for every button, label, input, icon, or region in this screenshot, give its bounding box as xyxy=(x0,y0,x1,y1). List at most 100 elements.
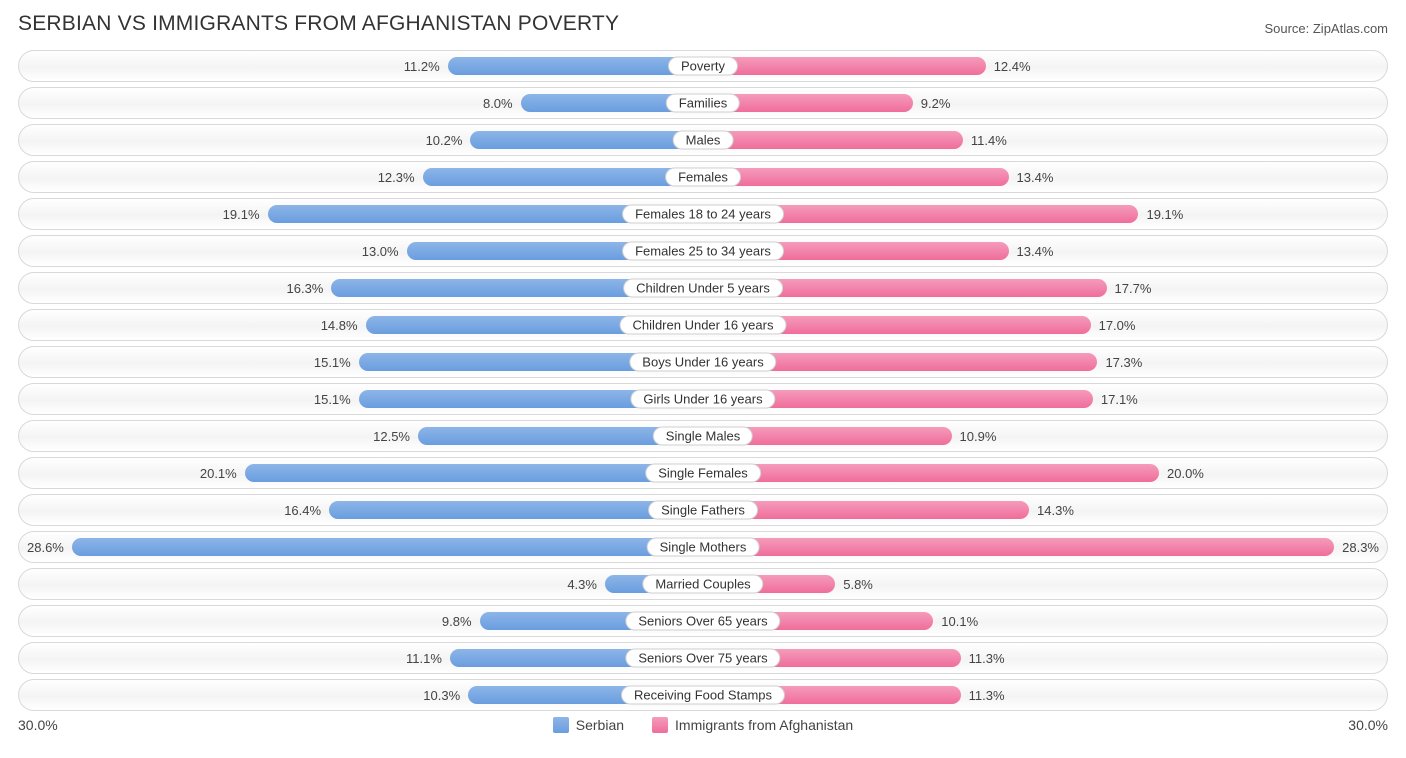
value-right: 12.4% xyxy=(986,59,1039,74)
chart-row: 16.3% 17.7% Children Under 5 years xyxy=(18,272,1388,304)
chart-row: 10.2% 11.4%Males xyxy=(18,124,1388,156)
row-left-half: 14.8% xyxy=(19,310,703,340)
row-left-half: 15.1% xyxy=(19,347,703,377)
legend-right-label: Immigrants from Afghanistan xyxy=(675,717,853,733)
value-left: 12.3% xyxy=(370,170,423,185)
row-left-half: 10.2% xyxy=(19,125,703,155)
row-right-half: 20.0% xyxy=(703,458,1387,488)
chart-row: 20.1% 20.0% Single Females xyxy=(18,457,1388,489)
row-right-half: 17.1% xyxy=(703,384,1387,414)
chart-row: 11.2%12.4%Poverty xyxy=(18,50,1388,82)
row-label: Children Under 5 years xyxy=(623,279,783,298)
chart-row: 19.1% 19.1% Females 18 to 24 years xyxy=(18,198,1388,230)
value-right: 10.1% xyxy=(933,614,986,629)
row-left-half: 16.4% xyxy=(19,495,703,525)
diverging-bar-chart: 11.2%12.4%Poverty8.0%9.2%Families10.2%11… xyxy=(18,50,1388,711)
chart-row: 16.4%14.3%Single Fathers xyxy=(18,494,1388,526)
chart-title: SERBIAN VS IMMIGRANTS FROM AFGHANISTAN P… xyxy=(18,12,619,36)
row-label: Single Fathers xyxy=(648,501,758,520)
row-right-half: 10.9% xyxy=(703,421,1387,451)
value-left: 10.2% xyxy=(418,133,471,148)
chart-row: 10.3% 11.3% Receiving Food Stamps xyxy=(18,679,1388,711)
legend-item-right: Immigrants from Afghanistan xyxy=(652,717,853,733)
row-label: Families xyxy=(666,94,740,113)
row-label: Married Couples xyxy=(642,575,763,594)
value-right: 11.3% xyxy=(961,688,1013,703)
row-left-half: 4.3% xyxy=(19,569,703,599)
row-label: Single Females xyxy=(645,464,761,483)
bar-right xyxy=(703,168,1009,186)
value-right: 13.4% xyxy=(1009,244,1062,259)
chart-row: 12.3% 13.4% Females xyxy=(18,161,1388,193)
chart-row: 11.1%11.3%Seniors Over 75 years xyxy=(18,642,1388,674)
row-right-half: 13.4% xyxy=(703,236,1387,266)
row-right-half: 12.4% xyxy=(703,51,1387,81)
bar-left xyxy=(245,464,703,482)
row-right-half: 11.3% xyxy=(703,643,1387,673)
chart-row: 13.0%13.4%Females 25 to 34 years xyxy=(18,235,1388,267)
bar-left xyxy=(72,538,703,556)
row-left-half: 13.0% xyxy=(19,236,703,266)
value-left: 15.1% xyxy=(306,355,359,370)
row-label: Males xyxy=(673,131,734,150)
row-label: Children Under 16 years xyxy=(620,316,787,335)
value-right: 19.1% xyxy=(1138,207,1191,222)
value-right: 5.8% xyxy=(835,577,881,592)
value-left: 16.4% xyxy=(276,503,329,518)
row-left-half: 20.1% xyxy=(19,458,703,488)
legend-left-label: Serbian xyxy=(576,717,624,733)
chart-row: 15.1%17.3%Boys Under 16 years xyxy=(18,346,1388,378)
header: SERBIAN VS IMMIGRANTS FROM AFGHANISTAN P… xyxy=(18,12,1388,36)
row-right-half: 17.7% xyxy=(703,273,1387,303)
value-right: 9.2% xyxy=(913,96,959,111)
bar-right xyxy=(703,464,1159,482)
value-right: 20.0% xyxy=(1159,466,1212,481)
value-left: 13.0% xyxy=(354,244,407,259)
value-left: 9.8% xyxy=(434,614,480,629)
value-left: 19.1% xyxy=(215,207,268,222)
bar-right xyxy=(703,131,963,149)
value-right: 13.4% xyxy=(1009,170,1062,185)
row-label: Females 18 to 24 years xyxy=(622,205,784,224)
row-right-half: 13.4% xyxy=(703,162,1387,192)
row-right-half: 10.1% xyxy=(703,606,1387,636)
value-left: 12.5% xyxy=(365,429,418,444)
row-left-half: 10.3% xyxy=(19,680,703,710)
value-left: 11.2% xyxy=(396,59,448,74)
chart-row: 28.6%28.3%Single Mothers xyxy=(18,531,1388,563)
row-left-half: 16.3% xyxy=(19,273,703,303)
row-label: Receiving Food Stamps xyxy=(621,686,785,705)
value-right: 11.3% xyxy=(961,651,1013,666)
bar-left xyxy=(470,131,703,149)
bar-left xyxy=(448,57,703,75)
chart-row: 9.8% 10.1% Seniors Over 65 years xyxy=(18,605,1388,637)
value-left: 14.8% xyxy=(313,318,366,333)
value-right: 17.7% xyxy=(1107,281,1160,296)
chart-row: 15.1%17.1%Girls Under 16 years xyxy=(18,383,1388,415)
row-right-half: 17.0% xyxy=(703,310,1387,340)
row-right-half: 9.2% xyxy=(703,88,1387,118)
value-right: 17.0% xyxy=(1091,318,1144,333)
row-left-half: 15.1% xyxy=(19,384,703,414)
bar-left xyxy=(423,168,703,186)
bar-right xyxy=(703,57,986,75)
axis-right-max: 30.0% xyxy=(1348,717,1388,733)
row-right-half: 19.1% xyxy=(703,199,1387,229)
row-right-half: 11.3% xyxy=(703,680,1387,710)
row-right-half: 11.4% xyxy=(703,125,1387,155)
row-label: Single Males xyxy=(653,427,753,446)
row-label: Girls Under 16 years xyxy=(630,390,775,409)
value-left: 16.3% xyxy=(279,281,332,296)
row-left-half: 9.8% xyxy=(19,606,703,636)
chart-row: 14.8% 17.0% Children Under 16 years xyxy=(18,309,1388,341)
bar-right xyxy=(703,538,1334,556)
row-left-half: 19.1% xyxy=(19,199,703,229)
value-left: 4.3% xyxy=(559,577,605,592)
row-label: Boys Under 16 years xyxy=(629,353,776,372)
value-right: 28.3% xyxy=(1334,540,1387,555)
legend: Serbian Immigrants from Afghanistan xyxy=(553,717,853,733)
row-label: Females xyxy=(665,168,741,187)
row-label: Seniors Over 65 years xyxy=(625,612,780,631)
row-left-half: 12.5% xyxy=(19,421,703,451)
value-left: 11.1% xyxy=(398,651,450,666)
